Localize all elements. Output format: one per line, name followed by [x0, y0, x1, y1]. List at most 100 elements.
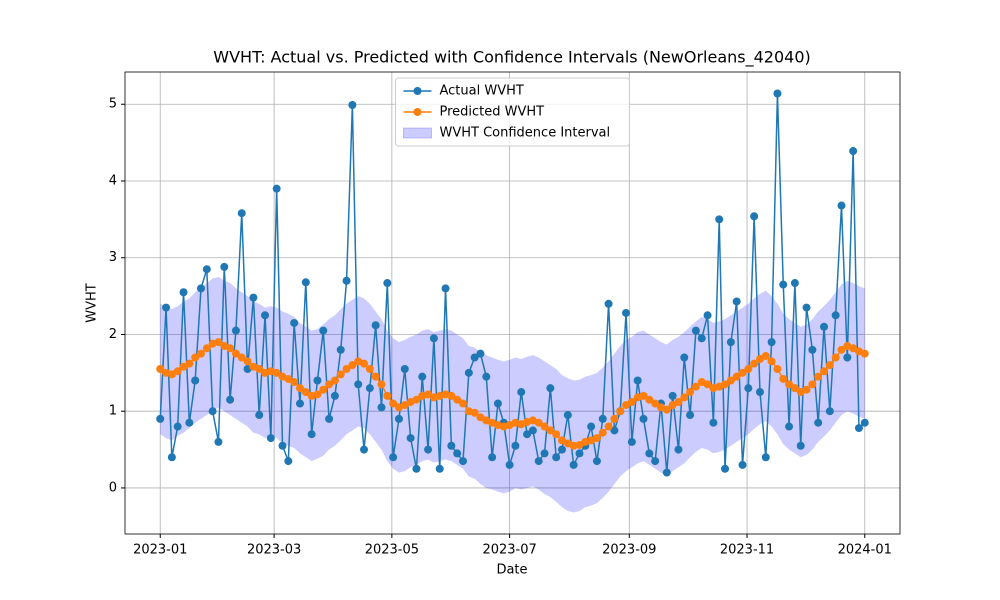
- data-point: [563, 411, 572, 420]
- legend-label: Actual WVHT: [440, 84, 524, 99]
- data-point: [325, 414, 334, 423]
- data-point: [680, 353, 689, 362]
- data-point: [627, 437, 636, 446]
- data-point: [441, 284, 450, 293]
- x-tick-label: 2023-03: [247, 543, 301, 558]
- data-point: [837, 345, 846, 354]
- data-point: [785, 380, 794, 389]
- y-tick-label: 1: [109, 404, 117, 419]
- data-point: [662, 468, 671, 477]
- data-point: [459, 457, 468, 466]
- data-point: [528, 426, 537, 435]
- legend-label: Predicted WVHT: [440, 105, 545, 120]
- data-point: [668, 391, 677, 400]
- data-point: [534, 418, 543, 427]
- data-point: [627, 398, 636, 406]
- data-point: [360, 445, 369, 454]
- data-point: [831, 353, 840, 362]
- confidence-band: [160, 276, 865, 513]
- data-point: [598, 428, 607, 437]
- data-point: [220, 262, 229, 271]
- data-point: [820, 322, 829, 331]
- data-point: [447, 441, 456, 450]
- data-point: [761, 351, 770, 360]
- y-tick-label: 3: [109, 250, 117, 265]
- data-point: [301, 278, 310, 287]
- data-point: [849, 147, 858, 156]
- data-point: [854, 424, 863, 433]
- data-point: [429, 334, 438, 343]
- data-point: [820, 367, 829, 376]
- data-point: [156, 365, 165, 373]
- data-point: [569, 460, 578, 469]
- data-point: [691, 326, 700, 335]
- y-tick-label: 4: [109, 173, 117, 188]
- data-point: [243, 357, 252, 366]
- data-point: [773, 365, 782, 373]
- data-point: [721, 464, 730, 473]
- data-point: [825, 361, 834, 370]
- data-point: [173, 367, 182, 376]
- data-point: [767, 338, 776, 347]
- data-point: [185, 359, 194, 368]
- data-point: [360, 359, 369, 368]
- data-point: [726, 376, 735, 385]
- data-point: [400, 365, 409, 373]
- data-point: [534, 457, 543, 466]
- legend-marker: [413, 108, 422, 116]
- legend-box: [395, 77, 630, 147]
- data-point: [488, 453, 497, 462]
- data-point: [464, 368, 473, 377]
- data-point: [767, 357, 776, 366]
- data-point: [377, 403, 386, 412]
- data-point: [290, 318, 299, 327]
- data-point: [779, 374, 788, 383]
- data-point: [418, 372, 427, 381]
- series-line: [159, 93, 866, 473]
- data-point: [272, 184, 281, 193]
- data-point: [476, 349, 485, 358]
- data-point: [226, 344, 235, 353]
- data-point: [715, 215, 724, 224]
- data-point: [214, 437, 223, 446]
- data-point: [785, 422, 794, 431]
- data-point: [674, 445, 683, 454]
- data-point: [680, 393, 689, 402]
- data-point: [616, 407, 625, 416]
- data-point: [651, 399, 660, 408]
- data-point: [738, 460, 747, 469]
- data-point: [406, 434, 415, 443]
- data-point: [255, 411, 264, 420]
- data-point: [295, 399, 304, 408]
- data-point: [790, 384, 799, 393]
- data-point: [703, 380, 712, 389]
- data-point: [272, 368, 281, 377]
- data-point: [523, 430, 532, 439]
- data-point: [779, 280, 788, 289]
- data-point: [773, 89, 782, 98]
- data-point: [744, 384, 753, 393]
- data-point: [278, 441, 287, 450]
- data-point: [592, 434, 601, 443]
- data-point: [377, 380, 386, 389]
- data-point: [557, 445, 566, 454]
- data-point: [796, 441, 805, 450]
- data-point: [453, 449, 462, 458]
- x-tick-label: 2023-01: [133, 543, 187, 558]
- data-point: [814, 418, 823, 427]
- data-point: [470, 408, 479, 417]
- data-point: [755, 388, 764, 397]
- data-point: [196, 349, 205, 358]
- data-point: [185, 418, 194, 427]
- data-point: [383, 391, 392, 400]
- data-point: [354, 380, 363, 389]
- data-point: [575, 449, 584, 458]
- data-point: [202, 344, 211, 353]
- data-point: [750, 359, 759, 368]
- data-point: [394, 414, 403, 423]
- data-point: [226, 395, 235, 404]
- data-point: [412, 464, 421, 473]
- data-point: [860, 349, 869, 358]
- data-point: [191, 376, 200, 385]
